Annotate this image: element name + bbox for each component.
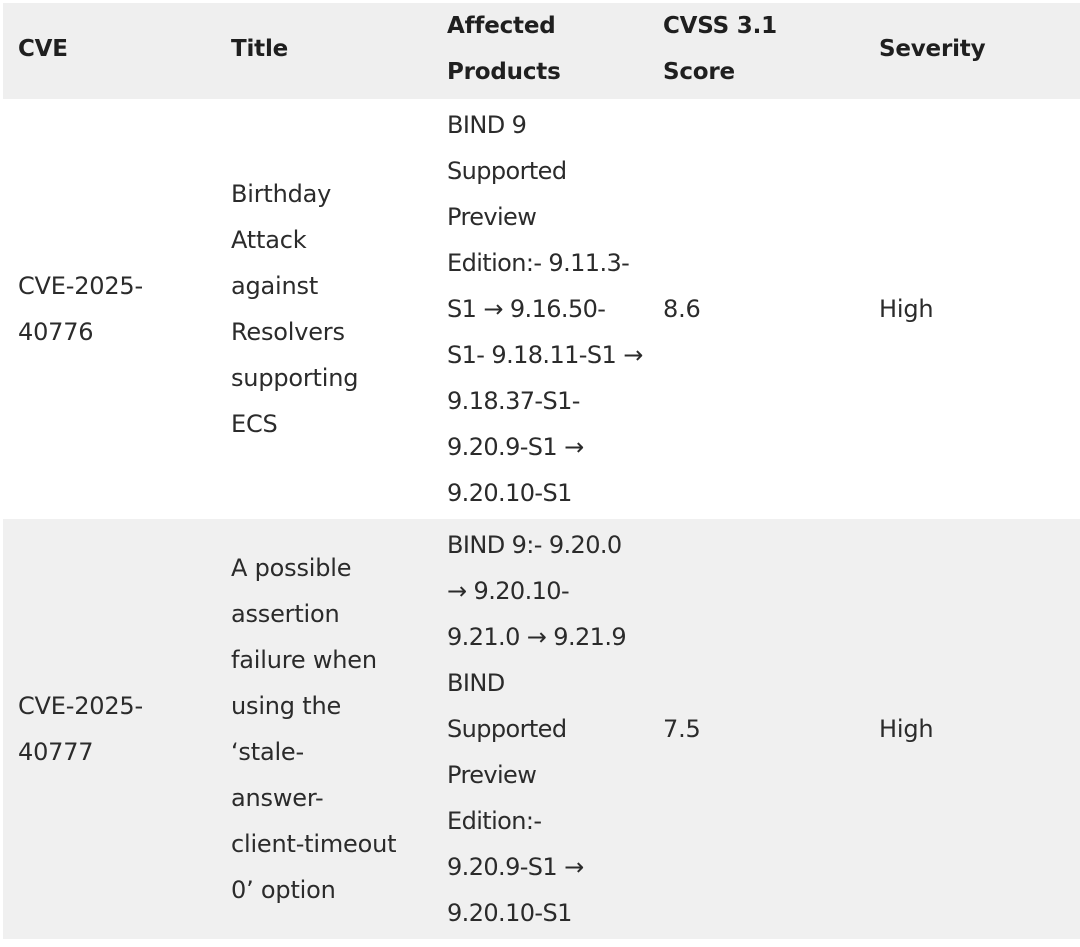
cell-affected-products: BIND 9:- 9.20.0 → 9.20.10- 9.21.0 → 9.21… bbox=[432, 519, 648, 939]
title-line: assertion bbox=[231, 600, 340, 628]
title-line: ‘stale- bbox=[231, 738, 304, 766]
products-line: 9.20.10-S1 bbox=[447, 899, 572, 927]
cve-line: CVE-2025- bbox=[18, 692, 143, 720]
table-row: CVE-2025- 40777 A possible assertion fai… bbox=[3, 519, 1080, 939]
cell-cvss-score: 7.5 bbox=[648, 519, 864, 939]
cell-severity: High bbox=[864, 519, 1080, 939]
products-line: 9.21.0 → 9.21.9 bbox=[447, 623, 627, 651]
title-line: Birthday bbox=[231, 180, 332, 208]
header-cvss-score: CVSS 3.1 Score bbox=[648, 3, 864, 99]
header-affected-products-line-2: Products bbox=[447, 59, 561, 85]
products-line: 9.20.9-S1 → bbox=[447, 853, 584, 881]
products-line: Preview bbox=[447, 761, 537, 789]
products-line: → 9.20.10- bbox=[447, 577, 570, 605]
header-cvss-score-line-2: Score bbox=[663, 59, 735, 85]
products-line: BIND 9 bbox=[447, 111, 527, 139]
header-row: CVE Title Affected Products CVSS 3.1 Sco… bbox=[3, 3, 1080, 99]
header-affected-products-line-1: Affected bbox=[447, 13, 556, 39]
vulnerability-table: CVE Title Affected Products CVSS 3.1 Sco… bbox=[3, 3, 1080, 939]
title-line: using the bbox=[231, 692, 342, 720]
header-cvss-score-line-1: CVSS 3.1 bbox=[663, 13, 777, 39]
products-line: BIND bbox=[447, 669, 505, 697]
header-title: Title bbox=[216, 3, 432, 99]
products-line: 9.18.37-S1- bbox=[447, 387, 580, 415]
cell-title: Birthday Attack against Resolvers suppor… bbox=[216, 99, 432, 519]
cve-line: CVE-2025- bbox=[18, 272, 143, 300]
title-line: A possible bbox=[231, 554, 352, 582]
products-line: 9.20.9-S1 → bbox=[447, 433, 584, 461]
cell-cve: CVE-2025- 40776 bbox=[3, 99, 216, 519]
cell-affected-products: BIND 9 Supported Preview Edition:- 9.11.… bbox=[432, 99, 648, 519]
products-line: Supported bbox=[447, 715, 567, 743]
title-line: Resolvers bbox=[231, 318, 345, 346]
header-severity: Severity bbox=[864, 3, 1080, 99]
products-line: Supported bbox=[447, 157, 567, 185]
table-row: CVE-2025- 40776 Birthday Attack against … bbox=[3, 99, 1080, 519]
title-line: supporting bbox=[231, 364, 359, 392]
products-line: Preview bbox=[447, 203, 537, 231]
title-line: answer- bbox=[231, 784, 324, 812]
products-line: Edition:- bbox=[447, 807, 542, 835]
cell-title: A possible assertion failure when using … bbox=[216, 519, 432, 939]
products-line: S1- 9.18.11-S1 → bbox=[447, 341, 643, 369]
cell-cve: CVE-2025- 40777 bbox=[3, 519, 216, 939]
products-line: BIND 9:- 9.20.0 bbox=[447, 531, 622, 559]
products-line: S1 → 9.16.50- bbox=[447, 295, 606, 323]
cve-line: 40776 bbox=[18, 318, 94, 346]
header-cve: CVE bbox=[3, 3, 216, 99]
title-line: failure when bbox=[231, 646, 377, 674]
title-line: ECS bbox=[231, 410, 278, 438]
title-line: client-timeout bbox=[231, 830, 397, 858]
cell-severity: High bbox=[864, 99, 1080, 519]
title-line: 0’ option bbox=[231, 876, 336, 904]
products-line: 9.20.10-S1 bbox=[447, 479, 572, 507]
header-affected-products: Affected Products bbox=[432, 3, 648, 99]
table-body: CVE-2025- 40776 Birthday Attack against … bbox=[3, 99, 1080, 939]
cell-cvss-score: 8.6 bbox=[648, 99, 864, 519]
title-line: Attack bbox=[231, 226, 307, 254]
products-line: Edition:- 9.11.3- bbox=[447, 249, 630, 277]
cve-line: 40777 bbox=[18, 738, 94, 766]
title-line: against bbox=[231, 272, 319, 300]
table-header: CVE Title Affected Products CVSS 3.1 Sco… bbox=[3, 3, 1080, 99]
